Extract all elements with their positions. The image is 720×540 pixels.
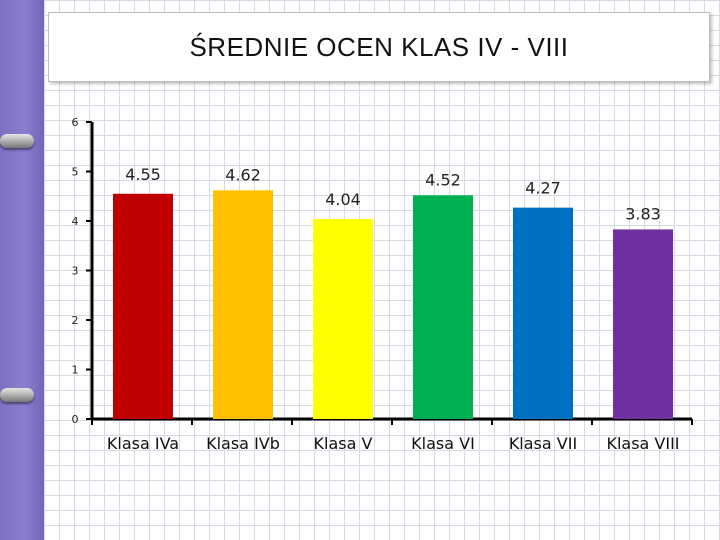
bar — [113, 193, 173, 419]
data-label: 4.04 — [325, 190, 361, 209]
y-tick-label: 3 — [72, 265, 79, 278]
category-label: Klasa IVa — [107, 434, 179, 453]
y-tick-label: 0 — [72, 413, 79, 426]
category-label: Klasa VI — [411, 434, 475, 453]
bar — [213, 190, 273, 419]
y-tick-label: 4 — [72, 215, 79, 228]
binder-ring-icon — [0, 134, 34, 148]
bars-group — [113, 190, 673, 419]
data-label: 4.27 — [525, 179, 561, 198]
bar — [313, 219, 373, 419]
chart-title: ŚREDNIE OCEN KLAS IV - VIII — [189, 31, 569, 62]
data-label: 3.83 — [625, 204, 661, 223]
y-tick-label: 6 — [72, 116, 79, 129]
data-label: 4.62 — [225, 165, 261, 184]
category-label: Klasa VII — [509, 434, 577, 453]
binder-ring-icon — [0, 388, 34, 402]
bar — [413, 195, 473, 419]
bar — [513, 207, 573, 419]
labels-group: 4.55 Klasa IVa 4.62 Klasa IVb 4.04 Klasa V 4.5… — [107, 165, 680, 453]
bar — [613, 229, 673, 419]
category-label: Klasa V — [314, 434, 373, 453]
chart-title-box: ŚREDNIE OCEN KLAS IV - VIII — [48, 12, 710, 82]
category-label: Klasa VIII — [606, 434, 679, 453]
y-tick-label: 2 — [72, 314, 79, 327]
data-label: 4.55 — [125, 165, 161, 184]
y-axis-group: 0 1 2 3 4 5 6 — [72, 116, 693, 426]
data-label: 4.52 — [425, 170, 461, 189]
y-tick-label: 5 — [72, 166, 79, 179]
y-tick-label: 1 — [72, 364, 79, 377]
category-label: Klasa IVb — [206, 434, 280, 453]
